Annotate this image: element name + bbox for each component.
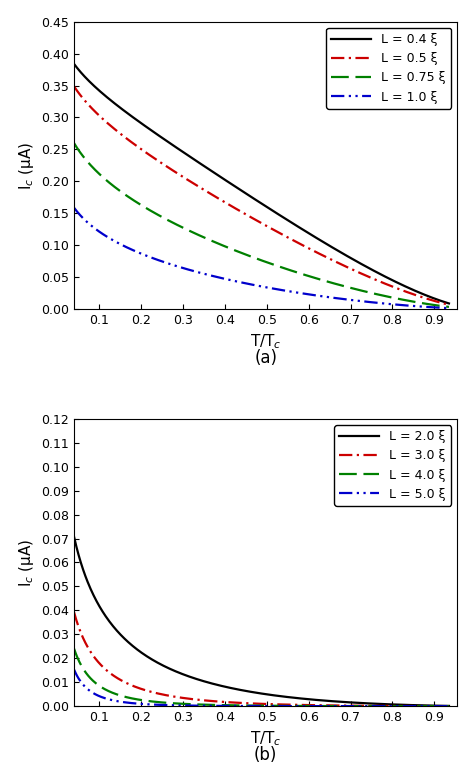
Line: L = 3.0 ξ: L = 3.0 ξ [74,612,449,706]
L = 0.75 ξ [379,291,384,300]
L = 4.0 ξ [437,701,443,710]
L = 5.0 ξ [252,701,257,710]
L = 0.5 ξ [252,214,257,224]
L = 4.0 ξ [249,701,255,710]
L = 1.0 ξ [294,288,300,298]
L = 4.0 ξ [379,701,384,710]
Line: L = 0.75 ξ: L = 0.75 ξ [74,143,449,307]
L = 2.0 ξ [274,691,280,700]
Line: L = 0.4 ξ: L = 0.4 ξ [74,64,449,304]
L = 0.75 ξ [252,253,257,263]
L = 2.0 ξ [294,693,300,703]
Line: L = 4.0 ξ: L = 4.0 ξ [74,649,449,706]
Legend: L = 2.0 ξ, L = 3.0 ξ, L = 4.0 ξ, L = 5.0 ξ: L = 2.0 ξ, L = 3.0 ξ, L = 4.0 ξ, L = 5.0… [335,425,451,506]
L = 0.4 ξ [71,59,77,69]
L = 4.0 ξ [71,644,77,654]
L = 2.0 ξ [379,700,384,709]
L = 1.0 ξ [71,203,77,213]
L = 0.4 ξ [379,270,384,280]
Line: L = 1.0 ξ: L = 1.0 ξ [74,208,449,308]
L = 0.4 ξ [252,194,257,203]
X-axis label: T/T$_c$: T/T$_c$ [250,333,282,351]
Text: (b): (b) [254,746,277,764]
X-axis label: T/T$_c$: T/T$_c$ [250,730,282,749]
L = 3.0 ξ [249,699,255,708]
L = 0.75 ξ [446,302,452,312]
L = 5.0 ξ [71,665,77,675]
L = 4.0 ξ [446,701,452,710]
L = 0.5 ξ [294,238,300,247]
L = 5.0 ξ [249,701,255,710]
L = 0.75 ξ [71,139,77,148]
L = 3.0 ξ [71,608,77,617]
L = 1.0 ξ [249,280,255,289]
L = 5.0 ξ [294,701,300,710]
L = 1.0 ξ [379,298,384,308]
L = 4.0 ξ [274,701,280,710]
L = 1.0 ξ [252,280,257,290]
L = 3.0 ξ [294,700,300,710]
L = 3.0 ξ [379,701,384,710]
L = 1.0 ξ [437,303,443,312]
L = 0.75 ξ [294,268,300,277]
L = 0.4 ξ [294,221,300,231]
L = 3.0 ξ [252,699,257,708]
L = 0.4 ξ [274,209,280,218]
Line: L = 2.0 ξ: L = 2.0 ξ [74,537,449,706]
L = 5.0 ξ [379,701,384,710]
L = 3.0 ξ [274,700,280,709]
L = 0.5 ξ [446,300,452,309]
L = 0.75 ξ [249,252,255,262]
L = 2.0 ξ [446,701,452,710]
L = 2.0 ξ [71,532,77,541]
Y-axis label: I$_c$ (μA): I$_c$ (μA) [17,538,36,587]
L = 0.4 ξ [437,296,443,305]
Line: L = 5.0 ξ: L = 5.0 ξ [74,670,449,706]
L = 0.4 ξ [446,299,452,308]
Text: (a): (a) [254,349,277,367]
Line: L = 0.5 ξ: L = 0.5 ξ [74,86,449,305]
L = 2.0 ξ [252,688,257,697]
Legend: L = 0.4 ξ, L = 0.5 ξ, L = 0.75 ξ, L = 1.0 ξ: L = 0.4 ξ, L = 0.5 ξ, L = 0.75 ξ, L = 1.… [327,28,451,108]
L = 0.75 ξ [437,301,443,311]
L = 0.5 ξ [437,298,443,307]
L = 3.0 ξ [437,701,443,710]
L = 2.0 ξ [249,687,255,696]
Y-axis label: I$_c$ (μA): I$_c$ (μA) [17,141,36,189]
L = 3.0 ξ [446,701,452,710]
L = 0.5 ξ [379,277,384,287]
L = 4.0 ξ [252,701,257,710]
L = 5.0 ξ [274,701,280,710]
L = 1.0 ξ [446,304,452,313]
L = 0.5 ξ [249,213,255,223]
L = 4.0 ξ [294,701,300,710]
L = 2.0 ξ [437,701,443,710]
L = 1.0 ξ [274,284,280,294]
L = 5.0 ξ [446,701,452,710]
L = 0.75 ξ [274,261,280,270]
L = 0.4 ξ [249,193,255,203]
L = 0.5 ξ [274,227,280,236]
L = 5.0 ξ [437,701,443,710]
L = 0.5 ξ [71,82,77,91]
